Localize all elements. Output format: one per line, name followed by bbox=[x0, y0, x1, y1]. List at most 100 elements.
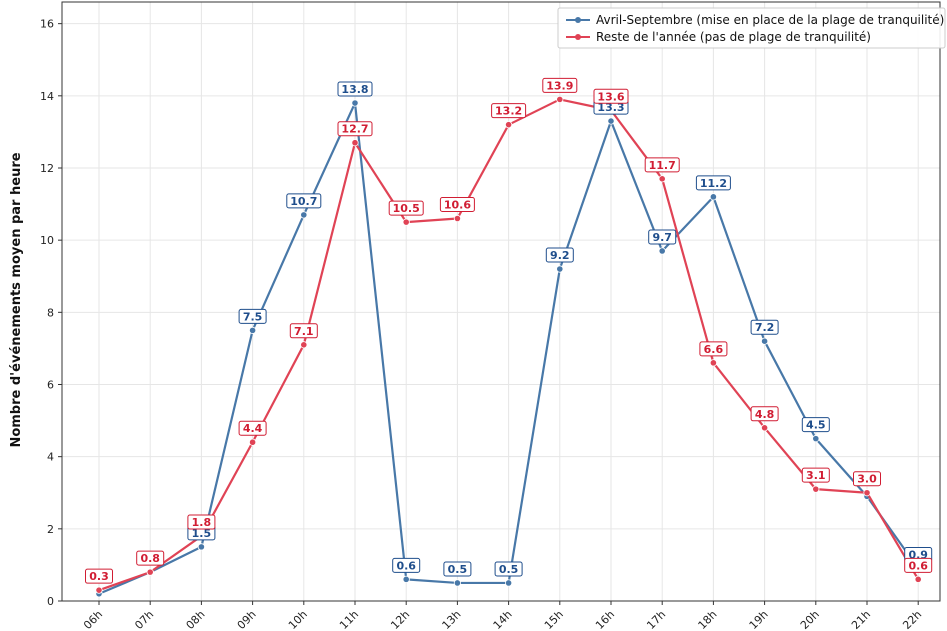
data-label-box bbox=[648, 229, 677, 245]
data-label-box bbox=[439, 197, 475, 213]
data-label: 12.7 bbox=[337, 121, 373, 137]
data-point bbox=[351, 139, 359, 147]
data-label-text: 4.5 bbox=[806, 419, 826, 432]
data-label: 13.9 bbox=[542, 77, 578, 93]
data-label: 11.2 bbox=[695, 175, 731, 191]
x-tick-label: 11h bbox=[337, 608, 361, 631]
data-label-box bbox=[491, 103, 527, 119]
x-tick-label: 15h bbox=[542, 608, 566, 631]
data-label-box bbox=[494, 561, 523, 577]
data-point bbox=[146, 568, 154, 576]
data-point bbox=[556, 95, 564, 104]
data-point bbox=[249, 438, 257, 446]
data-label-text: 12.7 bbox=[341, 123, 368, 136]
grid bbox=[62, 2, 940, 602]
data-label-box bbox=[750, 406, 779, 422]
data-label-box bbox=[286, 193, 322, 209]
x-tick-label: 20h bbox=[798, 608, 822, 631]
data-labels: 1.5 7.5 10.7 13.8 0.6 0.5 0.5 9.2 13.3 9.7 11.2 7.2… bbox=[85, 77, 933, 584]
data-label-box bbox=[187, 514, 216, 530]
x-tick-label: 13h bbox=[440, 608, 464, 631]
data-label: 9.7 bbox=[648, 229, 677, 245]
data-label-box bbox=[699, 341, 728, 357]
data-label: 10.5 bbox=[388, 200, 424, 216]
data-label-box bbox=[85, 568, 113, 584]
data-label: 7.2 bbox=[750, 319, 779, 335]
legend-marker-dot bbox=[575, 34, 581, 40]
y-tick-label: 8 bbox=[47, 306, 54, 319]
data-label-box bbox=[289, 323, 318, 339]
legend-marker-dot bbox=[575, 17, 581, 23]
data-label-text: 7.1 bbox=[294, 325, 314, 338]
data-label-text: 4.4 bbox=[243, 422, 263, 435]
data-label-text: 0.8 bbox=[140, 552, 160, 565]
data-label-box bbox=[392, 557, 421, 573]
x-tick-label: 16h bbox=[593, 608, 617, 631]
x-tick-label: 12h bbox=[388, 608, 412, 631]
data-point bbox=[607, 117, 615, 125]
data-label: 3.0 bbox=[853, 471, 881, 487]
data-point bbox=[300, 211, 308, 219]
y-tick-label: 6 bbox=[47, 378, 54, 391]
data-label: 13.6 bbox=[593, 88, 629, 104]
data-point bbox=[709, 193, 718, 201]
data-label-box bbox=[238, 420, 267, 436]
data-label-text: 7.5 bbox=[243, 310, 263, 323]
data-label: 13.2 bbox=[491, 103, 527, 119]
data-label-box bbox=[545, 247, 574, 263]
data-label-text: 3.0 bbox=[857, 473, 877, 486]
data-label-text: 10.5 bbox=[393, 202, 420, 215]
data-label: 0.6 bbox=[392, 557, 421, 573]
legend-box bbox=[557, 7, 946, 49]
y-axis-title: Nombre d'événements moyen par heure bbox=[9, 152, 24, 447]
data-label-box bbox=[801, 417, 830, 433]
legend-label: Reste de l'année (pas de plage de tranqu… bbox=[596, 30, 871, 44]
legend-label: Avril-Septembre (mise en place de la pla… bbox=[596, 13, 944, 27]
data-label-text: 13.9 bbox=[546, 79, 573, 92]
data-point bbox=[556, 265, 564, 273]
data-label: 9.2 bbox=[545, 247, 574, 263]
x-tick-label: 06h bbox=[81, 608, 105, 631]
data-label-box bbox=[853, 471, 881, 487]
data-point bbox=[658, 247, 666, 255]
data-label-box bbox=[337, 121, 373, 137]
x-tick-label: 09h bbox=[235, 608, 259, 631]
data-point bbox=[760, 424, 769, 432]
data-label: 4.4 bbox=[238, 420, 267, 436]
x-tick-label: 22h bbox=[900, 608, 924, 631]
data-point bbox=[863, 489, 871, 497]
data-label-text: 0.3 bbox=[89, 570, 109, 583]
y-tick-label: 12 bbox=[40, 162, 54, 175]
data-label-text: 4.8 bbox=[755, 408, 775, 421]
data-label-text: 13.3 bbox=[597, 101, 624, 114]
data-label-box bbox=[542, 77, 578, 93]
data-label: 13.8 bbox=[337, 81, 373, 97]
y-tick-label: 2 bbox=[47, 523, 54, 536]
y-tick-label: 10 bbox=[40, 234, 54, 247]
data-point bbox=[914, 575, 922, 583]
data-point bbox=[351, 99, 359, 107]
y-tick-label: 0 bbox=[47, 595, 54, 608]
data-point bbox=[760, 337, 769, 345]
data-point bbox=[402, 218, 410, 226]
data-label-text: 7.2 bbox=[755, 321, 775, 334]
data-label-box bbox=[337, 81, 373, 97]
data-point bbox=[453, 214, 461, 223]
data-point bbox=[812, 485, 820, 493]
axes: 0 2 4 6 8 10 12 14 16 06h 07h 08h 09h 10h 11h 12h 13h 14h… bbox=[40, 1, 941, 631]
data-label: 7.1 bbox=[289, 323, 318, 339]
x-tick-label: 14h bbox=[491, 608, 515, 631]
data-label-text: 11.2 bbox=[700, 177, 727, 190]
data-label-box bbox=[238, 308, 267, 324]
data-label-text: 6.6 bbox=[704, 343, 724, 356]
data-label: 10.6 bbox=[439, 197, 475, 213]
x-tick-label: 19h bbox=[747, 608, 771, 631]
data-label-box bbox=[750, 319, 779, 335]
data-label: 0.5 bbox=[443, 561, 472, 577]
data-point bbox=[300, 341, 308, 349]
data-label-text: 1.5 bbox=[192, 527, 212, 540]
data-label-text: 9.2 bbox=[550, 249, 570, 262]
data-label: 4.8 bbox=[750, 406, 779, 422]
data-point bbox=[504, 579, 513, 587]
data-label-box bbox=[904, 557, 933, 573]
